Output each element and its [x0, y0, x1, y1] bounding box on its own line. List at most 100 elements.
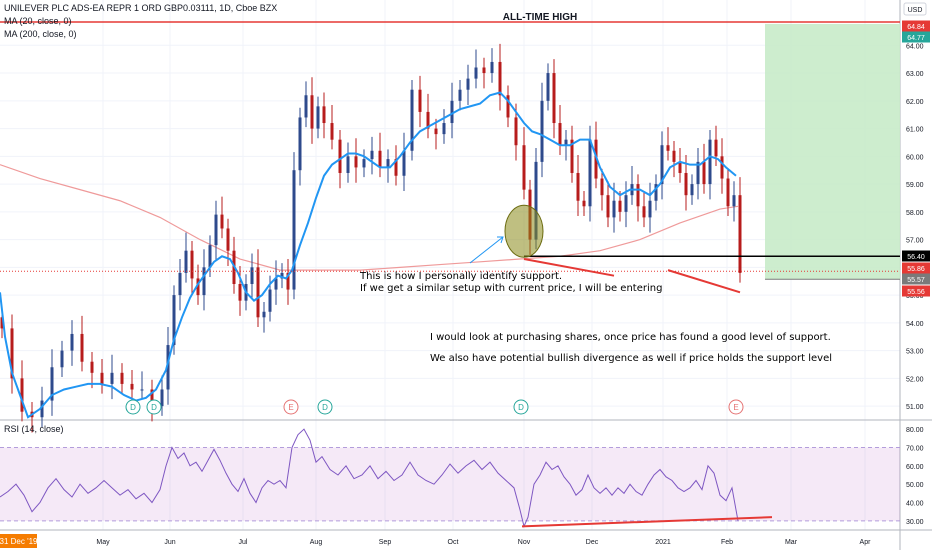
- candle-body: [280, 272, 284, 279]
- candle-body: [298, 117, 302, 171]
- time-tick-label: Sep: [379, 539, 392, 546]
- rsi-tick-label: 80.00: [906, 427, 924, 434]
- candle-body: [150, 389, 154, 407]
- candle-body: [274, 278, 278, 290]
- candle-body: [606, 195, 610, 218]
- time-tick-label: Apr: [860, 539, 872, 546]
- candle-body: [612, 200, 616, 218]
- candle-body: [442, 123, 446, 135]
- target-zone-box: [765, 23, 900, 280]
- candle-body: [660, 145, 664, 185]
- price-badge: [902, 285, 930, 297]
- currency-button[interactable]: [903, 2, 927, 16]
- price-badge-label: 64.84: [907, 24, 925, 31]
- support-arrowhead: [497, 236, 504, 244]
- candle-body: [50, 367, 54, 401]
- candle-body: [386, 159, 390, 168]
- currency-label: USD: [908, 7, 923, 14]
- candle-body: [70, 333, 74, 351]
- price-badge-label: 55.57: [907, 277, 925, 284]
- candle-body: [120, 372, 124, 384]
- candle-body: [466, 78, 470, 90]
- candle-body: [720, 156, 724, 179]
- candle-body: [130, 383, 134, 390]
- price-tick-label: 53.00: [906, 349, 924, 356]
- candle-body: [678, 161, 682, 173]
- ma-20-line: [0, 91, 737, 419]
- candle-body: [268, 289, 272, 312]
- candle-body: [546, 73, 550, 101]
- candle-body: [708, 139, 712, 185]
- time-tick-label: 2021: [655, 539, 671, 546]
- candle-body: [418, 89, 422, 112]
- price-tick-label: 61.00: [906, 127, 924, 134]
- candle-body: [654, 184, 658, 201]
- candle-body: [184, 250, 188, 273]
- candle-body: [10, 328, 14, 379]
- axes: 51.0052.0053.0054.0055.0056.0057.0058.00…: [96, 43, 923, 546]
- candle-body: [732, 195, 736, 207]
- price-badge-label: 55.86: [907, 266, 925, 273]
- candle-body: [458, 89, 462, 101]
- candle-body: [684, 172, 688, 196]
- candle-body: [552, 73, 556, 124]
- candle-body: [250, 267, 254, 284]
- candle-body: [362, 159, 366, 168]
- candle-body: [434, 128, 438, 135]
- candle-body: [450, 100, 454, 124]
- candle-body: [618, 200, 622, 212]
- candle-body: [330, 123, 334, 140]
- price-tick-label: 52.00: [906, 376, 924, 383]
- candle-body: [202, 267, 206, 296]
- support-note-line-2: If we get a similar setup with current p…: [360, 283, 662, 294]
- support-note-line-1: This is how I personally identify suppor…: [359, 271, 562, 282]
- divergence-note: We also have potential bullish divergenc…: [430, 353, 832, 364]
- candle-body: [582, 200, 586, 207]
- candle-body: [642, 206, 646, 218]
- candle-body: [316, 106, 320, 129]
- overlays: [0, 21, 900, 294]
- price-badge-label: 55.56: [907, 289, 925, 296]
- candle-body: [346, 156, 350, 173]
- candle-body: [522, 145, 526, 190]
- candle-body: [696, 161, 700, 185]
- candle-body: [100, 372, 104, 384]
- price-badge-label: 56.40: [907, 254, 925, 261]
- time-tick-label: Jul: [239, 539, 248, 546]
- price-tick-label: 63.00: [906, 71, 924, 78]
- candle-body: [80, 333, 84, 362]
- purchase-note: I would look at purchasing shares, once …: [430, 332, 831, 343]
- candle-body: [20, 378, 24, 412]
- rsi-tick-label: 60.00: [906, 464, 924, 471]
- rsi-pane: [0, 428, 900, 528]
- candle-body: [534, 161, 538, 240]
- event-marker: [125, 399, 141, 415]
- price-trendline-current: [667, 269, 741, 294]
- event-marker: [283, 399, 299, 415]
- candle-body: [474, 67, 478, 79]
- candle-body: [490, 61, 494, 74]
- time-tick-label: Dec: [586, 539, 599, 546]
- candle-body: [666, 145, 670, 151]
- candle-body: [576, 172, 580, 201]
- time-tick-label: Aug: [310, 539, 323, 546]
- candle-body: [226, 228, 230, 251]
- candle-body: [172, 295, 176, 346]
- rsi-tick-label: 70.00: [906, 446, 924, 453]
- candle-body: [514, 117, 518, 146]
- price-badge: [902, 262, 930, 274]
- candle-body: [310, 95, 314, 129]
- candle-body: [648, 200, 652, 218]
- candle-body: [208, 245, 212, 268]
- candle-body: [214, 214, 218, 246]
- candle-body: [304, 95, 308, 118]
- candle-body: [624, 195, 628, 212]
- candle-body: [558, 123, 562, 146]
- price-tick-label: 55.00: [906, 293, 924, 300]
- candle-body: [588, 139, 592, 207]
- candle-body: [60, 350, 64, 368]
- candle-body: [370, 150, 374, 160]
